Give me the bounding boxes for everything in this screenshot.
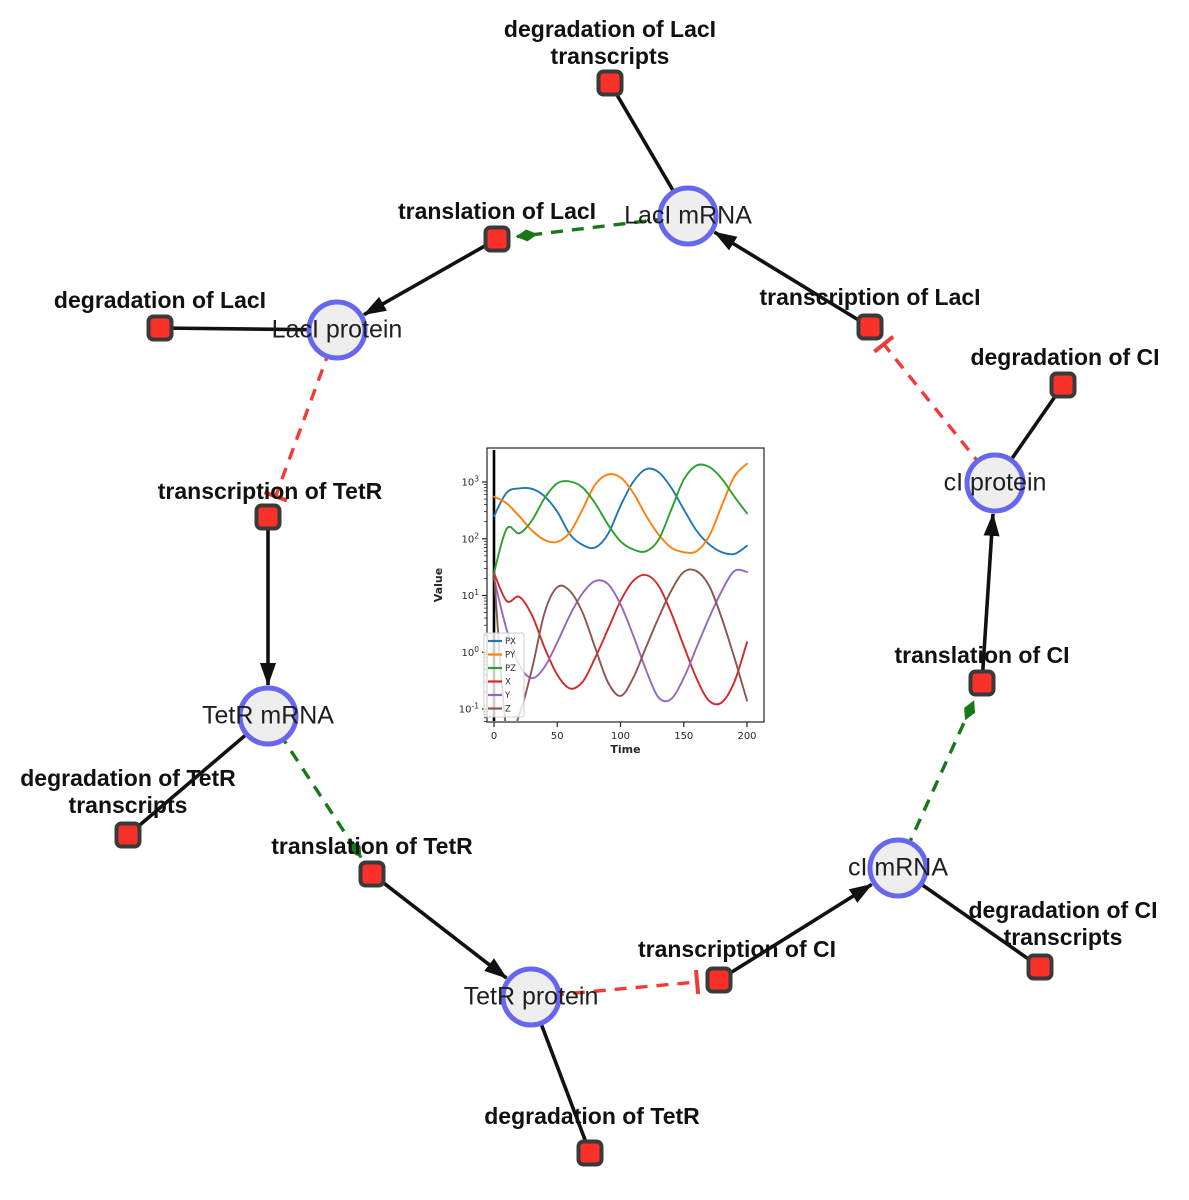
reaction-node-deg-tetr-transcripts[interactable]: [114, 821, 142, 849]
species-label-laci-protein: LacI protein: [271, 315, 403, 344]
legend-box: [483, 632, 525, 718]
reaction-node-translation-ci[interactable]: [968, 669, 996, 697]
y-tick-label: 100: [461, 645, 479, 659]
species-node-tetr-protein[interactable]: [500, 966, 562, 1028]
edge-translation-tetr-to-tetr-protein[interactable]: [370, 872, 508, 980]
edge-transcription-laci-to-laci-mrna[interactable]: [713, 230, 871, 329]
reaction-label-transcription-tetr: transcription of TetR: [158, 478, 382, 505]
reaction-node-deg-tetr[interactable]: [576, 1139, 604, 1167]
legend-label-PX: PX: [505, 637, 516, 647]
series-curve-PY: [493, 462, 748, 554]
reaction-label-line: transcription of LacI: [759, 284, 981, 310]
chart-svg: 103 102 101 100 10-1 0 50 100 150 200 Time Value PX P…: [432, 447, 765, 756]
reaction-node-deg-ci-transcripts[interactable]: [1026, 953, 1054, 981]
reaction-label-line: degradation of LacI: [503, 16, 717, 42]
species-node-laci-mrna[interactable]: [657, 185, 719, 247]
species-label-tetr-protein: TetR protein: [463, 982, 599, 1011]
x-axis-title: Time: [610, 743, 640, 756]
reaction-label-translation-laci: translation of LacI: [398, 198, 596, 225]
series-curve-Z: [493, 568, 748, 721]
reaction-node-translation-laci[interactable]: [483, 225, 511, 253]
x-tick-label: 150: [674, 731, 693, 742]
species-node-ci-protein[interactable]: [964, 452, 1026, 514]
reaction-label-line: degradation of CI: [968, 897, 1158, 923]
y-tick-label: 103: [461, 475, 479, 489]
reaction-label-deg-laci-transcripts: degradation of LacI transcripts: [504, 16, 716, 70]
legend-label-Z: Z: [505, 705, 511, 715]
edge-translation-laci-to-laci-protein[interactable]: [363, 237, 498, 317]
x-tick-label: 200: [737, 731, 756, 742]
reaction-node-transcription-laci[interactable]: [856, 313, 884, 341]
species-node-ci-mrna[interactable]: [867, 837, 929, 899]
reaction-node-deg-ci[interactable]: [1049, 371, 1077, 399]
series-curve-X: [493, 571, 748, 706]
x-tick-label: 100: [611, 731, 630, 742]
reaction-label-transcription-ci: transcription of CI: [638, 936, 836, 963]
reaction-label-line: transcription of TetR: [157, 478, 383, 504]
reaction-node-transcription-ci[interactable]: [705, 966, 733, 994]
edge-translation-ci-to-ci-protein[interactable]: [980, 512, 1000, 684]
reaction-label-deg-tetr: degradation of TetR: [484, 1103, 700, 1130]
reaction-label-line: translation of LacI: [397, 198, 597, 224]
reaction-label-line: degradation of TetR: [20, 765, 236, 791]
reaction-label-line: transcripts: [550, 43, 670, 69]
y-tick-label: 102: [461, 531, 479, 545]
reaction-node-translation-tetr[interactable]: [358, 860, 386, 888]
x-tick-label: 50: [551, 731, 564, 742]
species-label-tetr-mrna: TetR mRNA: [202, 701, 334, 730]
reaction-label-deg-ci-transcripts: degradation of CI transcripts: [968, 897, 1157, 951]
reaction-node-deg-laci-transcripts[interactable]: [596, 69, 624, 97]
reaction-label-line: transcripts: [1003, 924, 1123, 950]
y-tick-label: 101: [461, 588, 479, 602]
edge-ci-mrna-to-translation-ci[interactable]: [896, 700, 976, 869]
reaction-label-translation-tetr: translation of TetR: [271, 833, 472, 860]
reaction-label-deg-laci: degradation of LacI: [54, 287, 266, 314]
reaction-node-transcription-tetr[interactable]: [254, 503, 282, 531]
series-curve-PZ: [493, 463, 748, 574]
species-label-ci-mrna: cI mRNA: [848, 853, 948, 882]
reaction-label-line: degradation of CI: [970, 344, 1160, 370]
edge-deg-tetr-transcripts-to-tetr-mrna[interactable]: [126, 714, 270, 837]
species-label-ci-protein: cI protein: [943, 468, 1047, 497]
x-tick-label: 0: [491, 731, 497, 742]
edge-transcription-ci-to-ci-mrna[interactable]: [718, 882, 873, 982]
legend-label-X: X: [505, 678, 511, 688]
series-curve-Y: [493, 568, 748, 703]
species-node-laci-protein[interactable]: [306, 299, 368, 361]
reaction-label-line: degradation of LacI: [53, 287, 267, 313]
species-node-tetr-mrna[interactable]: [237, 685, 299, 747]
legend-label-Y: Y: [504, 691, 511, 701]
reaction-label-line: translation of TetR: [271, 833, 473, 859]
y-tick-label: 10-1: [459, 702, 479, 716]
reaction-label-translation-ci: translation of CI: [894, 642, 1069, 669]
simulation-inset-chart: 103 102 101 100 10-1 0 50 100 150 200 Time Value PX P…: [430, 430, 775, 762]
reaction-label-line: degradation of TetR: [484, 1103, 700, 1129]
species-label-laci-mrna: LacI mRNA: [624, 201, 752, 230]
reaction-label-line: translation of CI: [894, 642, 1070, 668]
legend-label-PY: PY: [505, 651, 516, 661]
reaction-label-line: transcription of CI: [637, 936, 837, 962]
reaction-label-transcription-laci: transcription of LacI: [759, 284, 980, 311]
legend-label-PZ: PZ: [505, 664, 516, 674]
reaction-label-line: transcripts: [68, 792, 188, 818]
reaction-label-deg-ci: degradation of CI: [970, 344, 1159, 371]
reaction-node-deg-laci[interactable]: [146, 314, 174, 342]
y-axis-title: Value: [432, 568, 445, 602]
reaction-label-deg-tetr-transcripts: degradation of TetR transcripts: [20, 765, 236, 819]
